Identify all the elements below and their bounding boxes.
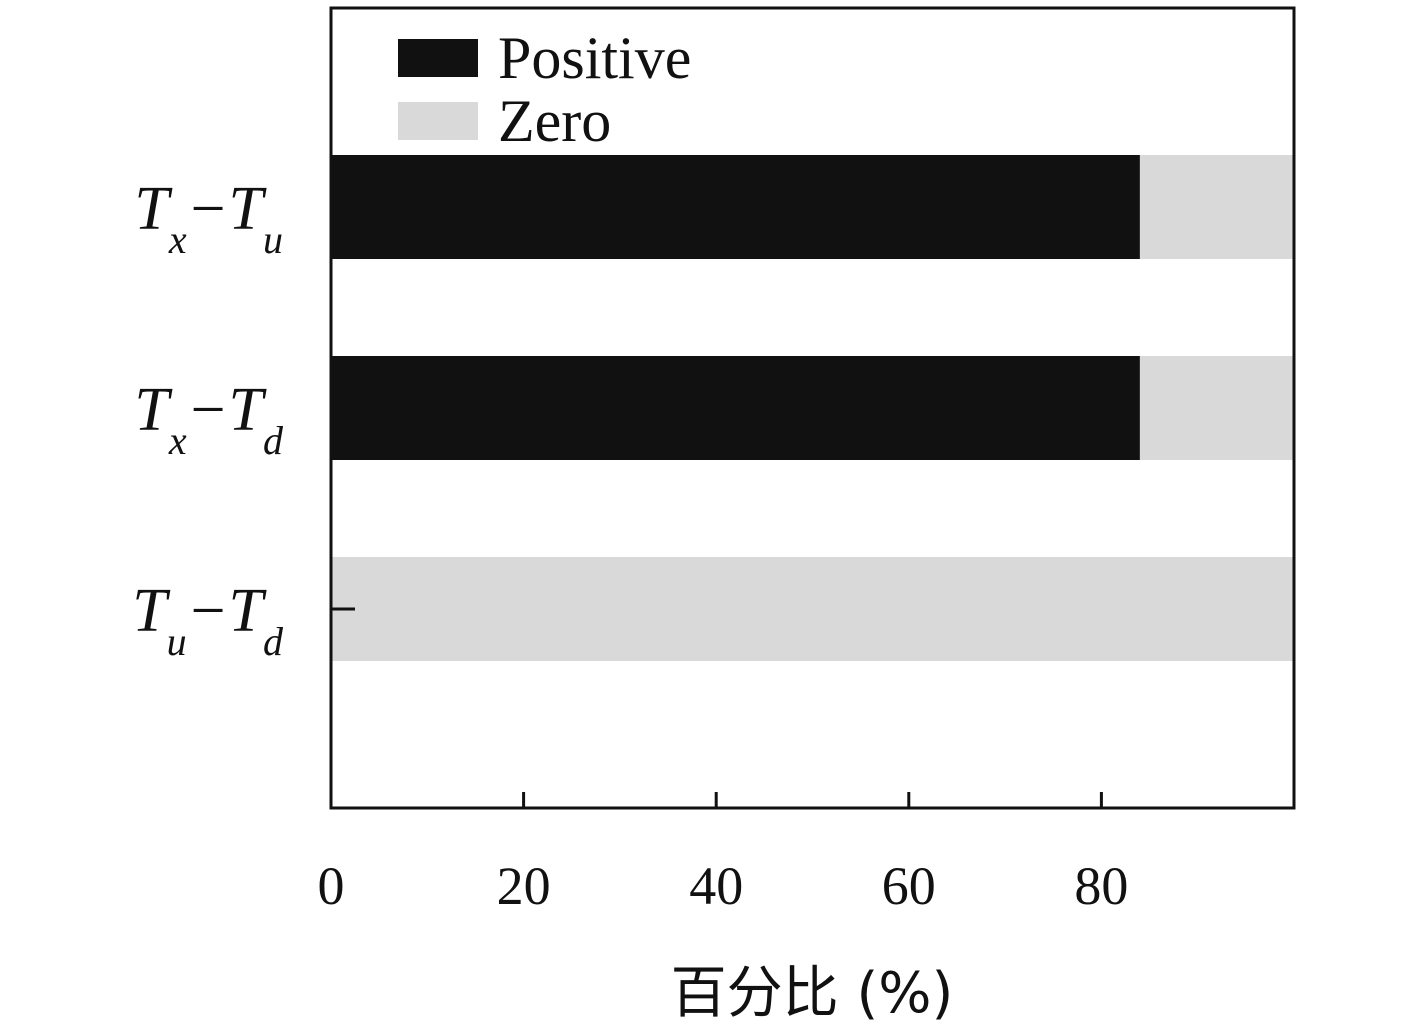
x-tick-label-80: 80 bbox=[1074, 856, 1128, 916]
legend-swatch-positive bbox=[398, 39, 478, 77]
y-axis: Tx−Tu Tx−Td Tu−Td bbox=[132, 175, 355, 664]
bar-zero-2 bbox=[1139, 356, 1294, 460]
x-tick-label-20: 20 bbox=[497, 856, 551, 916]
bar-zero-1 bbox=[1139, 155, 1294, 259]
y-tick-label-3: Tu−Td bbox=[132, 577, 284, 664]
legend-swatch-zero bbox=[398, 102, 478, 140]
x-tick-label-0: 0 bbox=[318, 856, 345, 916]
x-tick-label-40: 40 bbox=[689, 856, 743, 916]
bar-positive-1 bbox=[331, 155, 1140, 259]
bar-positive-2 bbox=[331, 356, 1140, 460]
x-axis: 0 20 40 60 80 bbox=[318, 792, 1128, 916]
bars-layer bbox=[331, 155, 1294, 661]
y-tick-label-1: Tx−Tu bbox=[134, 175, 283, 262]
x-tick-label-60: 60 bbox=[882, 856, 936, 916]
legend-label-positive: Positive bbox=[498, 25, 691, 91]
bar-zero-3 bbox=[331, 557, 1294, 661]
x-axis-title: 百分比 (%) bbox=[671, 961, 954, 1026]
legend-label-zero: Zero bbox=[498, 88, 611, 154]
y-tick-label-2: Tx−Td bbox=[134, 376, 284, 463]
